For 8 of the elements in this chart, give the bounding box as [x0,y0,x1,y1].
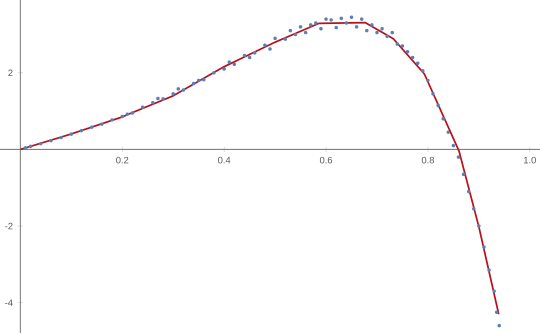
x-tick-label: 0.8 [422,156,434,164]
x-tick-label: 0.4 [218,156,230,164]
x-tick-label: 0.6 [320,156,332,164]
y-tick-label: -4 [5,299,13,306]
y-tick-label: 2 [8,69,13,76]
x-tick-label: 1.0 [524,156,536,164]
y-tick-label: -2 [5,222,13,230]
x-tick-label: 0.2 [116,156,128,164]
